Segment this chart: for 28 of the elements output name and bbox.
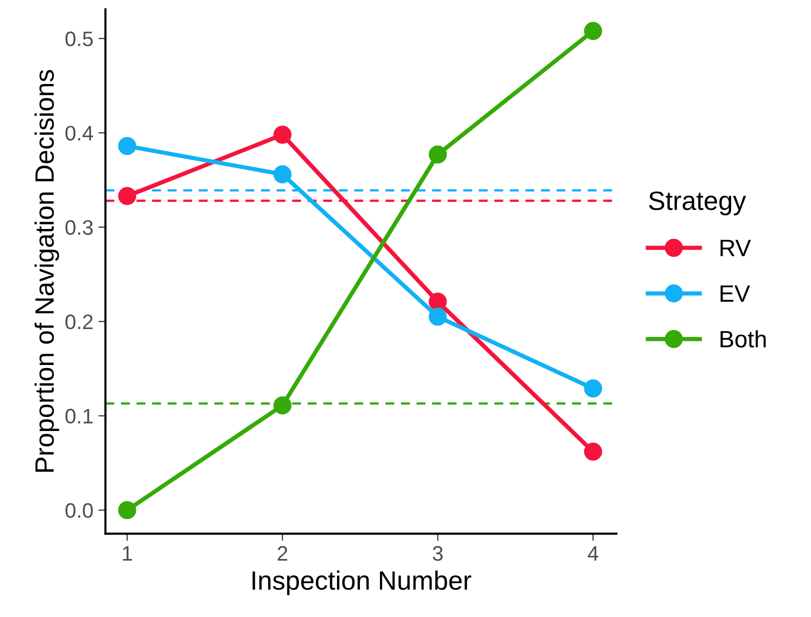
y-tick-label: 0.1	[65, 408, 93, 424]
point	[584, 379, 602, 398]
point	[118, 186, 136, 206]
legend-label: Both	[720, 330, 766, 348]
point	[584, 22, 602, 40]
legend-label: RV	[720, 240, 751, 256]
point	[118, 501, 136, 520]
point	[273, 396, 292, 414]
y-tick-label: 0.4	[65, 126, 94, 141]
point	[118, 137, 136, 156]
point	[428, 292, 447, 311]
point	[273, 126, 292, 144]
x-axis-title: Inspection Number	[252, 570, 472, 596]
y-tick-label: 0.5	[65, 31, 93, 46]
y-tick-label: 0.3	[65, 220, 93, 235]
x-tick-label: 2	[278, 546, 288, 561]
point	[428, 145, 447, 164]
x-tick-label: 1	[122, 546, 132, 561]
point	[584, 442, 602, 461]
x-tick-label: 3	[432, 546, 443, 561]
point	[428, 308, 447, 326]
legend-title: Strategy	[649, 191, 746, 216]
x-tick-label: 4	[588, 546, 598, 561]
legend-label: EV	[720, 285, 750, 302]
point	[273, 165, 292, 184]
y-axis-title: Proportion of Navigation Decisions	[34, 70, 60, 472]
y-tick-label: 0.0	[65, 503, 93, 518]
y-tick-label: 0.2	[65, 314, 93, 330]
